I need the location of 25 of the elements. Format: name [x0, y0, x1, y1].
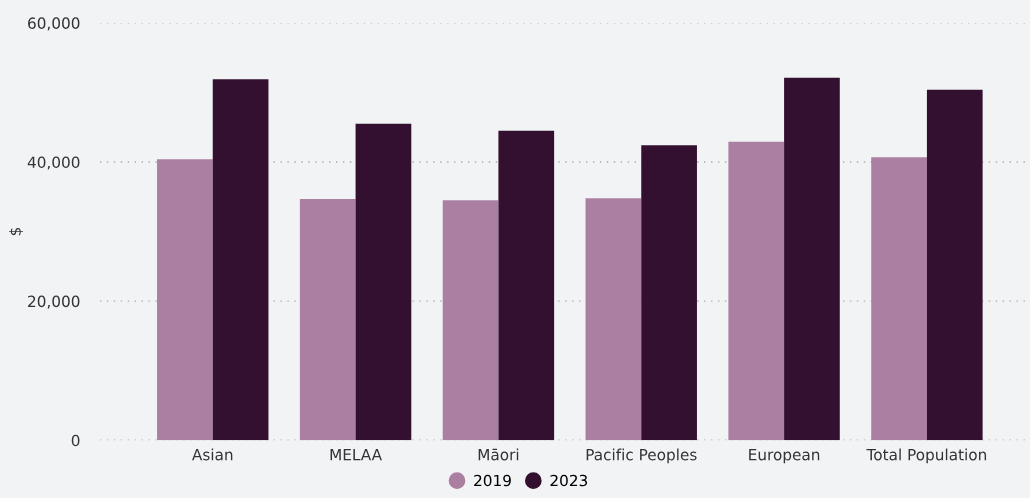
bar: [299, 198, 356, 441]
bar: [212, 79, 269, 441]
x-tick-label: Asian: [192, 448, 233, 461]
bar: [157, 159, 213, 441]
legend-label: 2019: [474, 474, 511, 487]
y-tick-label: 40,000: [27, 156, 80, 170]
x-tick-label: Māori: [478, 448, 519, 461]
bar: [641, 145, 697, 441]
legend-label: 2023: [550, 474, 588, 487]
bar: [784, 77, 840, 441]
bar: [926, 89, 983, 441]
y-tick-label: 20,000: [28, 295, 80, 309]
bar: [442, 200, 499, 441]
y-tick-label: 60,000: [28, 17, 80, 31]
bar: [728, 141, 785, 441]
y-axis-title: $: [9, 227, 23, 236]
bar: [871, 157, 927, 441]
x-tick-label: MELAA: [330, 449, 382, 461]
bar: [585, 198, 642, 441]
x-tick-label: Total Population: [866, 448, 987, 464]
x-tick-label: European: [749, 449, 820, 464]
bar: [355, 123, 412, 441]
x-tick-label: Pacific Peoples: [586, 448, 697, 464]
bar: [498, 130, 555, 441]
y-tick-label: 0: [71, 434, 80, 447]
